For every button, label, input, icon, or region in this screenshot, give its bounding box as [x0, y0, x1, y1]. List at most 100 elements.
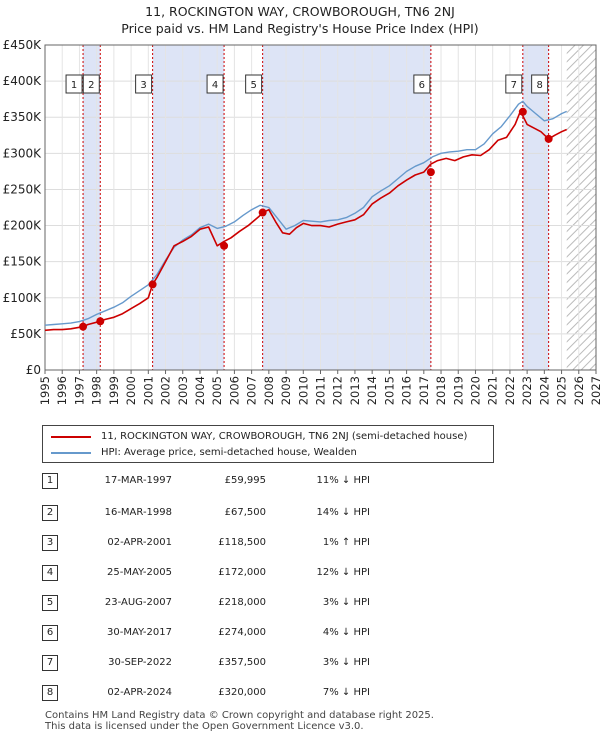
sale-row: 4 25-MAY-2005 £172,000 12% ↓ HPI: [42, 564, 462, 584]
sale-row: 7 30-SEP-2022 £357,500 3% ↓ HPI: [42, 654, 462, 674]
property-price-line: [44, 111, 568, 332]
sale-point: [258, 208, 267, 217]
x-tick-label: 1995: [38, 376, 52, 405]
x-tick-label: 2025: [555, 376, 569, 405]
sale-price: £59,995: [224, 475, 266, 486]
legend-swatch-property: [51, 436, 91, 438]
sale-number-label: 6: [419, 80, 425, 91]
x-tick-label: 2000: [124, 376, 138, 405]
sale-number-badge: 1: [42, 473, 58, 489]
chart-title: 11, ROCKINGTON WAY, CROWBOROUGH, TN6 2NJ: [145, 4, 455, 19]
sale-date: 23-AUG-2007: [104, 597, 172, 608]
sale-date: 02-APR-2001: [107, 537, 172, 548]
sale-number-label: 1: [71, 80, 77, 91]
sale-date: 30-SEP-2022: [108, 657, 172, 668]
sale-number-badge: 5: [42, 595, 58, 611]
sale-point: [544, 134, 553, 143]
y-tick-label: £150K: [3, 255, 43, 269]
sale-number-badge: 4: [42, 565, 58, 581]
x-tick-label: 2021: [486, 376, 500, 405]
legend-label-property: 11, ROCKINGTON WAY, CROWBOROUGH, TN6 2NJ…: [101, 431, 468, 442]
sale-point: [426, 168, 435, 177]
x-tick-label: 2002: [159, 376, 173, 405]
sale-point: [96, 317, 105, 326]
x-tick-label: 2020: [468, 376, 482, 405]
price-chart: £0 £50K £100K £150K £200K £250K £300K £350K £400…: [3, 38, 600, 405]
x-tick-label: 2013: [348, 376, 362, 405]
sale-hpi-diff: 14% ↓ HPI: [316, 507, 370, 518]
sale-point: [518, 107, 527, 116]
x-tick-label: 2027: [589, 376, 600, 405]
y-tick-label: £250K: [3, 182, 43, 196]
y-tick-label: £350K: [3, 110, 43, 124]
y-tick-label: £300K: [3, 146, 43, 160]
legend: 11, ROCKINGTON WAY, CROWBOROUGH, TN6 2NJ…: [42, 425, 494, 463]
sale-date: 16-MAR-1998: [104, 507, 172, 518]
sale-row: 5 23-AUG-2007 £218,000 3% ↓ HPI: [42, 594, 462, 614]
sale-price: £274,000: [218, 627, 266, 638]
ownership-shade: [152, 45, 225, 370]
legend-swatch-hpi: [51, 452, 91, 454]
sale-row: 6 30-MAY-2017 £274,000 4% ↓ HPI: [42, 624, 462, 644]
y-tick-label: £450K: [3, 38, 43, 52]
sale-hpi-diff: 3% ↓ HPI: [322, 597, 370, 608]
x-tick-label: 2026: [572, 376, 586, 405]
sale-number-label: 7: [511, 80, 517, 91]
sale-number-label: 3: [140, 80, 146, 91]
footer-line-1: Contains HM Land Registry data © Crown c…: [45, 710, 434, 721]
sale-number-label: 8: [536, 80, 542, 91]
sale-date: 02-APR-2024: [107, 687, 172, 698]
ownership-shade: [262, 45, 431, 370]
sale-number-label: 5: [250, 80, 256, 91]
sale-number-box: [505, 74, 523, 94]
sale-price: £67,500: [224, 507, 266, 518]
sale-date: 30-MAY-2017: [106, 627, 172, 638]
x-tick-label: 2009: [279, 376, 293, 405]
sale-number-badge: 8: [42, 685, 58, 701]
sale-row: 2 16-MAR-1998 £67,500 14% ↓ HPI: [42, 504, 462, 524]
sale-number-box: [531, 74, 549, 94]
ownership-shade: [83, 45, 101, 370]
x-tick-label: 2016: [400, 376, 414, 405]
y-tick-label: £400K: [3, 74, 43, 88]
sale-number-box: [206, 74, 224, 94]
forecast-hatch: [566, 45, 596, 370]
x-tick-label: 2018: [434, 376, 448, 405]
sale-number-badge: 6: [42, 625, 58, 641]
sale-price: £218,000: [218, 597, 266, 608]
sale-number-box: [135, 74, 153, 94]
sale-price: £320,000: [218, 687, 266, 698]
sale-row: 1 17-MAR-1997 £59,995 11% ↓ HPI: [42, 472, 462, 492]
sale-number-box: [65, 74, 83, 94]
x-tick-label: 2014: [365, 376, 379, 405]
chart-subtitle: Price paid vs. HM Land Registry's House …: [121, 21, 479, 36]
x-tick-label: 2008: [262, 376, 276, 405]
x-tick-label: 2022: [503, 376, 517, 405]
sale-hpi-diff: 7% ↓ HPI: [322, 687, 370, 698]
x-tick-label: 2015: [382, 376, 396, 405]
y-tick-label: £0: [26, 363, 41, 377]
x-tick-label: 2007: [245, 376, 259, 405]
sale-number-label: 2: [88, 80, 94, 91]
sale-date: 17-MAR-1997: [104, 475, 172, 486]
x-tick-label: 2004: [193, 376, 207, 405]
sale-hpi-diff: 4% ↓ HPI: [322, 627, 370, 638]
sale-point: [148, 280, 157, 289]
sale-row: 3 02-APR-2001 £118,500 1% ↑ HPI: [42, 534, 462, 554]
x-tick-label: 1996: [55, 376, 69, 405]
sale-hpi-diff: 11% ↓ HPI: [316, 475, 370, 486]
sale-row: 8 02-APR-2024 £320,000 7% ↓ HPI: [42, 684, 462, 704]
sale-number-badge: 2: [42, 505, 58, 521]
sale-date: 25-MAY-2005: [106, 567, 172, 578]
sale-hpi-diff: 1% ↑ HPI: [322, 537, 370, 548]
x-tick-label: 2017: [417, 376, 431, 405]
sale-number-box: [245, 74, 263, 94]
x-tick-label: 2001: [141, 376, 155, 405]
x-tick-label: 1998: [90, 376, 104, 405]
footer-attribution: Contains HM Land Registry data © Crown c…: [45, 710, 434, 732]
sale-hpi-diff: 12% ↓ HPI: [316, 567, 370, 578]
x-tick-label: 2019: [451, 376, 465, 405]
footer-line-2: This data is licensed under the Open Gov…: [45, 721, 364, 732]
x-tick-label: 2011: [314, 376, 328, 405]
x-tick-label: 2024: [537, 376, 551, 405]
